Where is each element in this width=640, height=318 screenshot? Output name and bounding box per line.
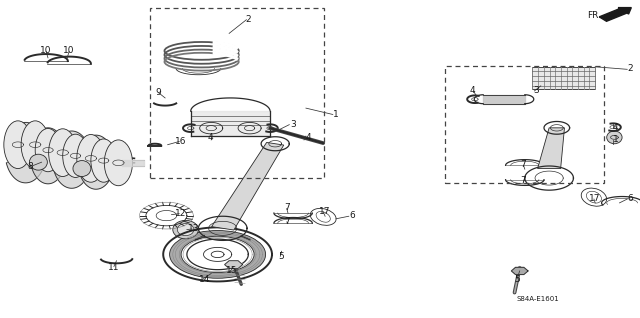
Polygon shape <box>6 153 45 183</box>
Ellipse shape <box>21 121 49 169</box>
Text: 7: 7 <box>284 217 289 226</box>
Text: 1: 1 <box>333 110 338 119</box>
Ellipse shape <box>63 134 88 177</box>
Text: 8: 8 <box>28 162 33 171</box>
Text: 13: 13 <box>188 224 199 233</box>
Text: 10: 10 <box>63 46 74 55</box>
Polygon shape <box>538 128 564 169</box>
Polygon shape <box>212 142 284 230</box>
Text: 7: 7 <box>521 160 526 169</box>
Text: 15: 15 <box>226 266 237 275</box>
Ellipse shape <box>173 220 198 239</box>
Text: 17: 17 <box>319 207 331 216</box>
Text: 10: 10 <box>40 46 52 55</box>
Text: 9: 9 <box>156 88 161 97</box>
Text: 6: 6 <box>627 194 632 203</box>
Ellipse shape <box>607 131 622 144</box>
Ellipse shape <box>104 140 132 186</box>
Text: 3: 3 <box>534 86 539 95</box>
Polygon shape <box>78 135 111 162</box>
Text: 2: 2 <box>627 64 632 73</box>
Text: 6: 6 <box>349 211 355 220</box>
Text: 16: 16 <box>175 137 186 146</box>
Polygon shape <box>225 261 243 268</box>
FancyArrow shape <box>599 8 631 21</box>
Text: 7: 7 <box>284 204 289 212</box>
Ellipse shape <box>4 121 32 169</box>
Ellipse shape <box>35 128 61 172</box>
Ellipse shape <box>77 135 105 182</box>
Polygon shape <box>30 128 63 156</box>
Text: FR.: FR. <box>587 11 601 20</box>
Bar <box>532 67 595 89</box>
Text: 5: 5 <box>279 252 284 261</box>
Text: S84A-E1601: S84A-E1601 <box>516 296 559 302</box>
Ellipse shape <box>29 154 47 170</box>
Ellipse shape <box>49 129 77 176</box>
Polygon shape <box>31 156 65 184</box>
Polygon shape <box>79 162 113 189</box>
Text: 4: 4 <box>613 123 618 132</box>
Ellipse shape <box>91 139 116 182</box>
Text: 11: 11 <box>108 263 120 272</box>
Text: 3: 3 <box>291 120 296 128</box>
Text: 4: 4 <box>306 133 311 142</box>
Polygon shape <box>5 122 44 153</box>
Polygon shape <box>52 131 88 160</box>
Text: 2: 2 <box>246 15 251 24</box>
Text: 14: 14 <box>199 275 211 284</box>
Ellipse shape <box>73 161 91 176</box>
Text: 7: 7 <box>521 176 526 185</box>
Polygon shape <box>54 160 90 188</box>
Ellipse shape <box>177 224 194 236</box>
Text: 12: 12 <box>175 209 186 218</box>
Text: 17: 17 <box>589 194 601 203</box>
Text: 5: 5 <box>515 275 520 284</box>
Text: 4: 4 <box>470 86 475 95</box>
Text: 1: 1 <box>613 135 618 144</box>
Text: 4: 4 <box>207 133 212 142</box>
Polygon shape <box>511 267 528 274</box>
